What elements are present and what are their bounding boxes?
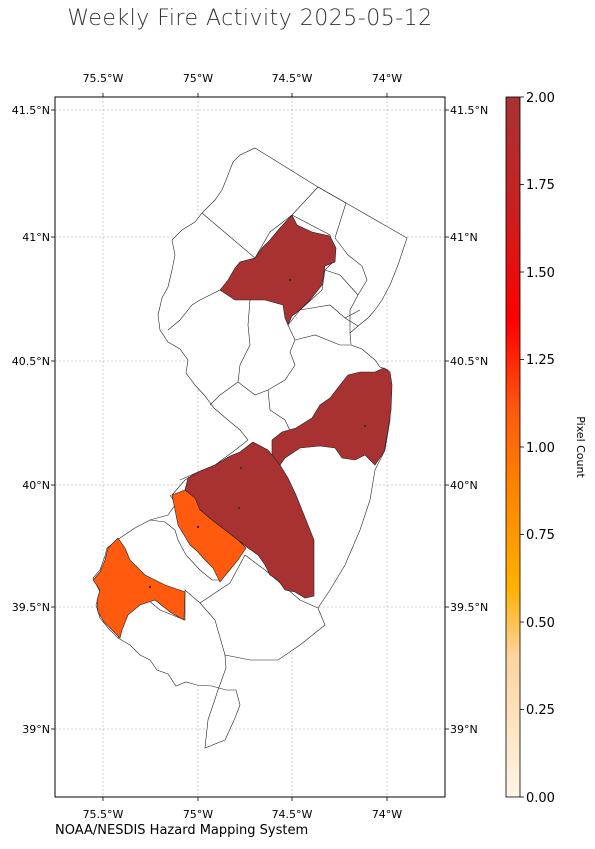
lat-labels-right: 41.5°N 41°N 40.5°N 40°N 39.5°N 39°N: [450, 104, 488, 736]
lon-label: 75.5°W: [83, 808, 124, 821]
lat-label: 39°N: [22, 723, 50, 736]
county-burlington: [184, 441, 315, 599]
lat-labels-left: 41.5°N 41°N 40.5°N 40°N 39.5°N 39°N: [12, 104, 50, 736]
lat-label: 41.5°N: [12, 104, 50, 117]
lon-labels-top: 75.5°W 75°W 74.5°W 74°W: [83, 72, 403, 85]
fire-point: [148, 585, 152, 589]
colorbar-gradient: [505, 96, 521, 798]
colorbar-tick: 2.00: [526, 91, 555, 106]
colorbar-tick: 0.25: [526, 703, 555, 718]
colorbar-label: Pixel Count: [574, 416, 587, 478]
fire-point: [239, 466, 243, 470]
colorbar-tick: 0.50: [526, 616, 555, 631]
lat-label: 39°N: [450, 723, 478, 736]
lat-label: 41.5°N: [450, 104, 488, 117]
fire-point: [237, 506, 241, 510]
lon-label: 75°W: [183, 808, 213, 821]
colorbar-tick: 1.75: [526, 178, 555, 193]
colorbar-tick: 0.75: [526, 528, 555, 543]
fire-point: [196, 525, 200, 529]
lon-label: 74.5°W: [272, 808, 313, 821]
county-morris: [219, 214, 337, 326]
lon-label: 74°W: [372, 72, 402, 85]
tick-marks: [51, 93, 449, 801]
colorbar: 0.00 0.25 0.50 0.75 1.00 1.25 1.50 1.75 …: [505, 91, 587, 806]
county-salem: [92, 537, 186, 639]
lon-labels-bottom: 75.5°W 75°W 74.5°W 74°W: [83, 808, 403, 821]
fire-points: [148, 278, 367, 589]
lat-label: 39.5°N: [12, 601, 50, 614]
lon-label: 75°W: [183, 72, 213, 85]
lon-label: 74°W: [372, 808, 402, 821]
fire-point: [288, 278, 292, 282]
county-camden: [171, 489, 247, 583]
lat-label: 40°N: [450, 479, 478, 492]
colorbar-tick: 1.50: [526, 266, 555, 281]
fire-point: [363, 424, 367, 428]
colorbar-tick: 1.25: [526, 353, 555, 368]
lat-label: 40°N: [22, 479, 50, 492]
lon-label: 74.5°W: [272, 72, 313, 85]
lat-label: 40.5°N: [12, 355, 50, 368]
colorbar-tick: 0.00: [526, 791, 555, 806]
lat-label: 40.5°N: [450, 355, 488, 368]
map-title: Weekly Fire Activity 2025-05-12: [67, 6, 433, 31]
lon-label: 75.5°W: [83, 72, 124, 85]
lat-label: 41°N: [22, 231, 50, 244]
data-credit: NOAA/NESDIS Hazard Mapping System: [55, 823, 309, 838]
highlighted-counties: [92, 214, 393, 639]
county-ocean: [271, 367, 393, 466]
lat-label: 41°N: [450, 231, 478, 244]
lat-label: 39.5°N: [450, 601, 488, 614]
colorbar-tick: 1.00: [526, 441, 555, 456]
